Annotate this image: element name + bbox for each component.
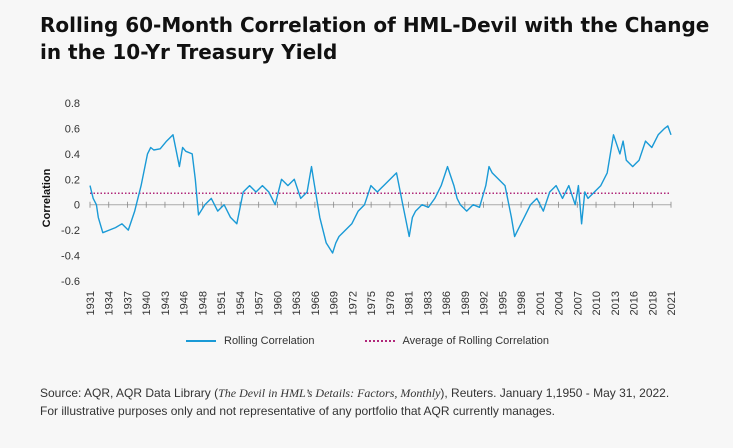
x-tick-label: 2001 (535, 291, 547, 315)
x-tick-label: 2013 (610, 291, 622, 315)
x-tick-label: 1992 (479, 291, 491, 315)
x-tick-label: 1978 (385, 291, 397, 315)
x-tick-label: 1957 (254, 291, 266, 315)
legend-label-average: Average of Rolling Correlation (402, 335, 550, 347)
x-tick-label: 1981 (404, 291, 416, 315)
x-tick-label: 1989 (460, 291, 472, 315)
y-tick-label: 0.6 (65, 123, 80, 135)
source-italic: The Devil in HML’s Details: Factors, Mon… (218, 386, 441, 400)
y-tick-label: -0.4 (61, 251, 80, 263)
x-tick-label: 2004 (554, 291, 566, 315)
legend-item-average: Average of Rolling Correlation (364, 335, 550, 347)
y-tick-label: 0 (74, 200, 80, 212)
x-tick-label: 1940 (141, 291, 153, 315)
x-tick-label: 1998 (516, 291, 528, 315)
x-tick-label: 1954 (235, 291, 247, 315)
y-axis-label: Correlation (41, 168, 53, 227)
y-axis: 0.8 0.6 0.4 0.2 0 -0.2 -0.4 -0.6 (61, 98, 80, 288)
x-tick-label: 2007 (572, 291, 584, 315)
source-prefix: Source: AQR, AQR Data Library ( (40, 386, 219, 400)
x-tick-label: 1960 (272, 291, 284, 315)
y-tick-label: 0.2 (65, 174, 80, 186)
x-tick-label: 1963 (291, 291, 303, 315)
legend-swatch-average (364, 340, 395, 342)
source-suffix: ), Reuters. January 1,1950 - May 31, 202… (40, 386, 670, 418)
legend: Rolling Correlation Average of Rolling C… (186, 335, 589, 347)
legend-label-series: Rolling Correlation (224, 335, 315, 347)
x-tick-label: 2021 (666, 291, 678, 315)
x-axis: 1931 1934 1937 1940 1943 1946 1948 1951 1954 1957… (85, 201, 678, 315)
legend-swatch-series (186, 340, 216, 342)
x-tick-label: 1966 (310, 291, 322, 315)
legend-item-series: Rolling Correlation (186, 335, 315, 347)
x-tick-label: 2016 (629, 291, 641, 315)
y-tick-label: 0.8 (65, 98, 80, 110)
x-tick-label: 1972 (347, 291, 359, 315)
x-tick-label: 1943 (160, 291, 172, 315)
x-tick-label: 1975 (366, 291, 378, 315)
source-note: Source: AQR, AQR Data Library (The Devil… (40, 384, 690, 420)
x-tick-label: 1969 (329, 291, 341, 315)
rolling-correlation-line (89, 125, 672, 254)
y-tick-label: -0.6 (61, 276, 80, 288)
x-tick-label: 1934 (104, 291, 116, 315)
x-tick-label: 2010 (591, 291, 603, 315)
x-tick-label: 2018 (647, 291, 659, 315)
x-tick-label: 1948 (197, 291, 209, 315)
x-tick-label: 1951 (216, 291, 228, 315)
x-tick-label: 1983 (422, 291, 434, 315)
x-tick-label: 1937 (122, 291, 134, 315)
x-tick-label: 1986 (441, 291, 453, 315)
x-tick-label: 1931 (85, 291, 97, 315)
y-tick-label: -0.2 (61, 225, 80, 237)
chart-title: Rolling 60-Month Correlation of HML-Devi… (40, 13, 710, 64)
y-tick-label: 0.4 (65, 149, 80, 161)
x-tick-label: 1946 (179, 291, 191, 315)
x-tick-label: 1995 (497, 291, 509, 315)
